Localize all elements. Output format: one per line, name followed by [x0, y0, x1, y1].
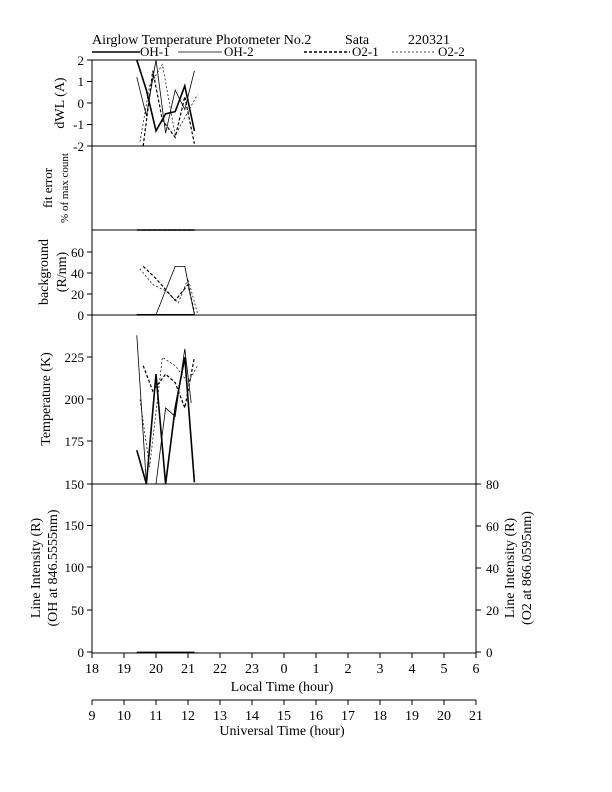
series-oh-2-temp-line	[136, 335, 192, 485]
int-axis-right: 80 60 40 20 0 Line Intensity (R) (O2 at …	[476, 477, 535, 660]
int-right-axis-sublabel: (O2 at 866.0595nm)	[520, 511, 535, 625]
bg-axis-sublabel: (R/nm)	[55, 251, 70, 292]
int-right-tick: 60	[486, 519, 499, 534]
legend-label-oh1: OH-1	[140, 44, 170, 59]
int-axis-label: Line Intensity (R)	[29, 518, 44, 619]
universal-time-tick-label: 15	[277, 709, 291, 724]
int-tick: 150	[65, 518, 85, 533]
universal-time-tick-label: 20	[437, 709, 451, 724]
local-time-tick-label: 2	[345, 662, 352, 677]
panel-fit-frame	[91, 145, 477, 231]
series-oh-1-dwl-line	[136, 59, 196, 134]
bg-tick: 20	[71, 287, 84, 302]
temp-axis: 225 200 175 150 Temperature (K)	[39, 350, 92, 492]
fit-axis-label: fit error	[40, 167, 55, 208]
temp-axis-label: Temperature (K)	[39, 352, 54, 446]
series-o2-2-temp-line	[139, 356, 198, 468]
series-o2-2-bg-line	[139, 268, 198, 314]
dwl-tick: -1	[73, 117, 84, 132]
dwl-tick: 2	[78, 53, 85, 68]
panel-int-frame	[91, 483, 477, 654]
universal-time-tick-label: 21	[469, 709, 483, 724]
universal-time-tick-label: 13	[213, 709, 227, 724]
legend-label-oh2: OH-2	[224, 44, 254, 59]
local-time-tick-label: 4	[409, 662, 416, 677]
dwl-tick: 0	[78, 96, 85, 111]
universal-time-axis: 9 10 11 12 13 14 15 16 17 18 19 20 21	[89, 700, 483, 724]
local-time-tick-label: 3	[377, 662, 384, 677]
temp-tick: 225	[65, 350, 85, 365]
int-right-tick: 80	[486, 477, 499, 492]
int-tick: 50	[71, 603, 84, 618]
int-right-tick: 20	[486, 603, 499, 618]
int-tick: 0	[78, 645, 85, 660]
local-time-tick-label: 20	[149, 662, 163, 677]
universal-time-tick-label: 12	[181, 709, 195, 724]
universal-time-tick-label: 19	[405, 709, 419, 724]
int-right-axis-label: Line Intensity (R)	[503, 518, 518, 619]
series-oh-2-dwl-line	[136, 59, 195, 134]
date-label: 220321	[408, 33, 450, 48]
series-o2-2-dwl-line	[139, 63, 198, 142]
universal-time-tick-label: 9	[89, 709, 96, 724]
local-time-tick-label: 18	[85, 662, 99, 677]
site-name: Sata	[345, 33, 370, 48]
dwl-tick: -2	[73, 139, 84, 154]
series-o2-1-dwl-line	[142, 70, 195, 147]
universal-time-label: Universal Time (hour)	[219, 724, 345, 739]
local-time-tick-label: 0	[281, 662, 288, 677]
bg-tick: 40	[71, 266, 84, 281]
local-time-axis: 18 19 20 21 22 23 0 1 2 3 4 5 6	[85, 653, 480, 677]
temp-tick: 150	[65, 477, 85, 492]
local-time-tick-label: 5	[441, 662, 448, 677]
legend: OH-1 OH-2 O2-1 O2-2	[92, 44, 465, 59]
temp-tick: 175	[65, 434, 85, 449]
bg-axis: 60 40 20 0 background (R/nm)	[37, 239, 92, 323]
int-axis-left: 150 100 50 0 Line Intensity (R) (OH at 8…	[29, 509, 92, 660]
fit-axis-sublabel: % of max count	[59, 153, 71, 223]
int-right-tick: 0	[486, 645, 493, 660]
local-time-tick-label: 6	[473, 662, 480, 677]
series-o2-1-bg-line	[142, 265, 195, 313]
local-time-tick-label: 21	[181, 662, 195, 677]
int-tick: 100	[65, 560, 85, 575]
local-time-tick-label: 19	[117, 662, 131, 677]
dwl-axis-label: dWL (A)	[53, 77, 68, 129]
local-time-label: Local Time (hour)	[231, 680, 334, 695]
local-time-tick-label: 22	[213, 662, 227, 677]
series-layer	[136, 59, 198, 654]
dwl-axis: 2 1 0 -1 -2 dWL (A)	[53, 53, 92, 154]
local-time-tick-label: 1	[313, 662, 320, 677]
bg-tick: 60	[71, 245, 84, 260]
universal-time-tick-label: 17	[341, 709, 355, 724]
panel-temp-frame	[91, 314, 477, 485]
universal-time-tick-label: 14	[245, 709, 259, 724]
local-time-tick-label: 23	[245, 662, 259, 677]
universal-time-tick-label: 10	[117, 709, 131, 724]
int-right-tick: 40	[486, 561, 499, 576]
temp-tick: 200	[65, 392, 85, 407]
universal-time-tick-label: 11	[149, 709, 162, 724]
series-oh-2-bg-line	[136, 265, 195, 316]
legend-label-o22: O2-2	[438, 44, 465, 59]
int-axis-sublabel: (OH at 846.5555nm)	[46, 509, 61, 626]
legend-label-o21: O2-1	[352, 44, 379, 59]
universal-time-tick-label: 18	[373, 709, 387, 724]
dwl-tick: 1	[78, 74, 85, 89]
chart-title: Airglow Temperature Photometer No.2	[92, 33, 311, 48]
series-o2-1-temp-line	[142, 357, 195, 411]
panel-bg-frame	[91, 229, 477, 316]
bg-axis-label: background	[37, 239, 52, 305]
universal-time-tick-label: 16	[309, 709, 323, 724]
bg-tick: 0	[78, 308, 85, 323]
